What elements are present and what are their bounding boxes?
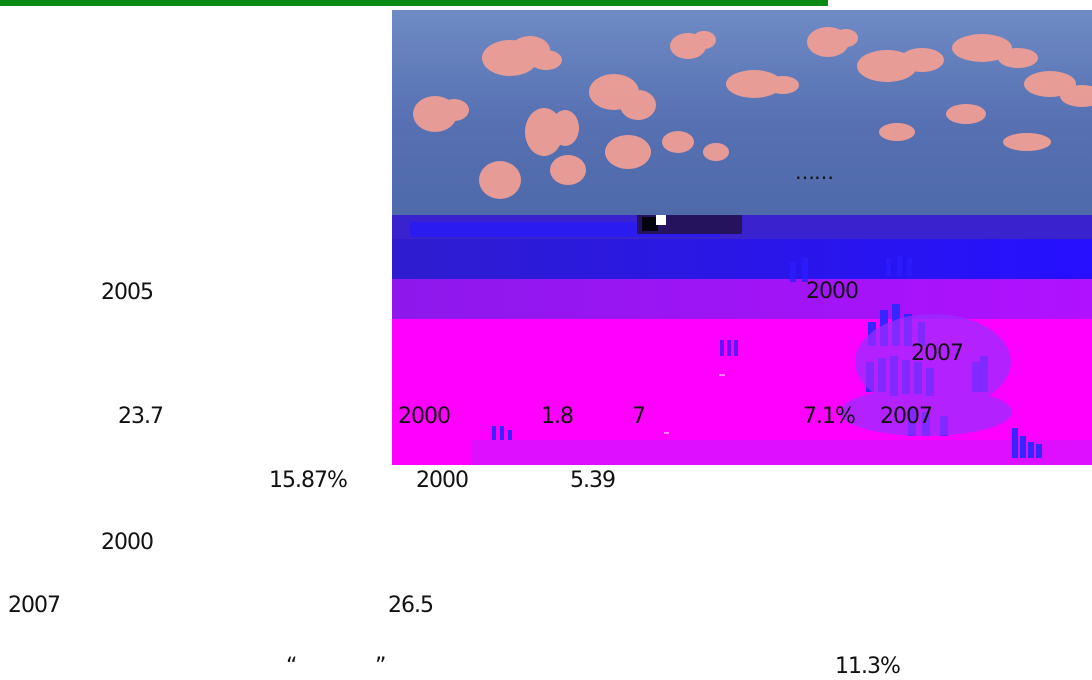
article-photo bbox=[392, 10, 1092, 465]
image-ellipsis-text: …… bbox=[795, 160, 834, 184]
overlay-year-2000-text: 2000 bbox=[398, 404, 451, 429]
left-quote-mark: “ bbox=[286, 654, 297, 679]
bottom-value-26-5: 26.5 bbox=[388, 593, 434, 618]
image-year-2000-label: 2000 bbox=[806, 279, 859, 304]
body-value-5-39: 5.39 bbox=[570, 468, 616, 493]
left-year-2005: 2005 bbox=[101, 280, 154, 305]
overlay-value-7-1-percent: 7.1% bbox=[803, 404, 856, 429]
left-value-23-7: 23.7 bbox=[118, 404, 164, 429]
top-green-rule bbox=[0, 0, 828, 6]
left-value-15-87-percent: 15.87% bbox=[269, 468, 348, 493]
overlay-year-2007-text: 2007 bbox=[880, 404, 933, 429]
right-quote-mark: ” bbox=[375, 654, 386, 679]
left-year-2000: 2000 bbox=[101, 530, 154, 555]
bottom-year-2007: 2007 bbox=[8, 593, 61, 618]
image-year-2007-label: 2007 bbox=[911, 341, 964, 366]
overlay-value-7: 7 bbox=[632, 404, 646, 429]
overlay-value-1-8: 1.8 bbox=[541, 404, 574, 429]
body-year-2000: 2000 bbox=[416, 468, 469, 493]
bottom-value-11-3-percent: 11.3% bbox=[835, 654, 901, 679]
